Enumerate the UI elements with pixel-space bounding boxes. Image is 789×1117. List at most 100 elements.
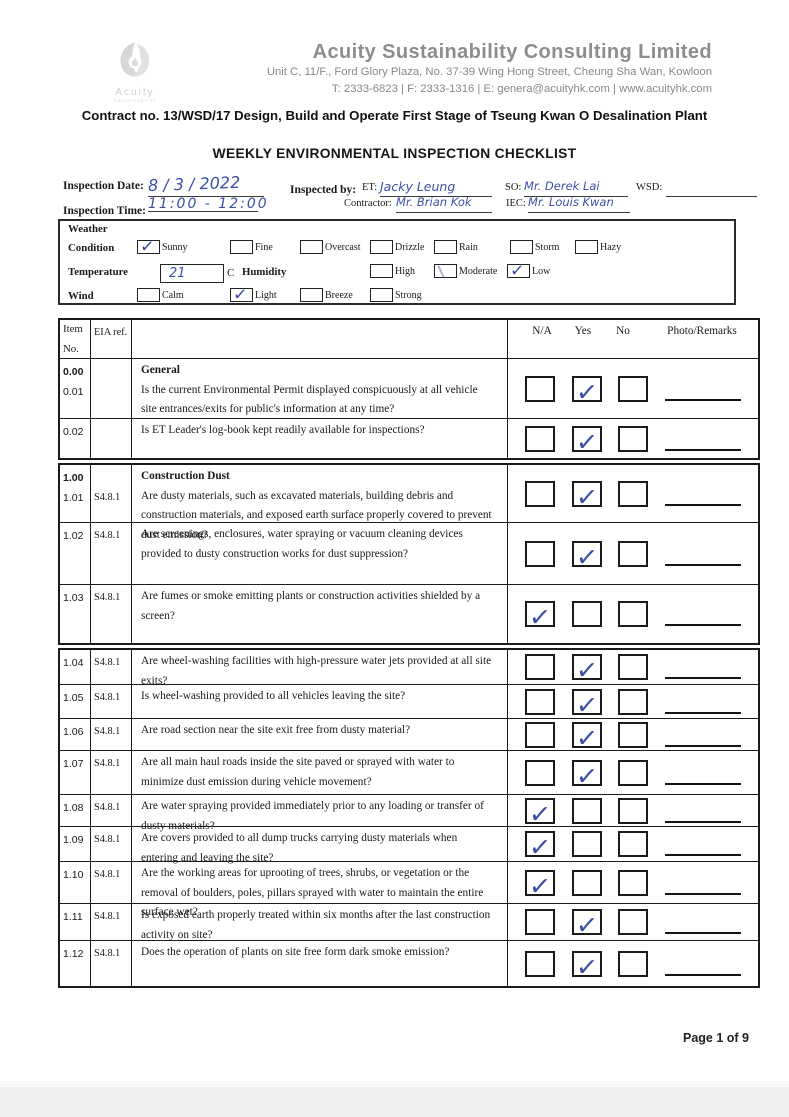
item-number: 1.07 <box>63 758 84 770</box>
checkbox-na-1.12[interactable] <box>525 950 555 977</box>
checkbox-no-1.11[interactable] <box>618 909 648 935</box>
checklist-row-1.09: 1.09 S4.8.1 Are covers provided to all dum… <box>60 826 758 864</box>
question-text: Are covers provided to all dump trucks c… <box>141 832 458 864</box>
checkbox-yes-1.09[interactable] <box>572 831 602 857</box>
eia-ref-cell: S4.8.1 <box>91 795 132 826</box>
checkbox-yes-1.05[interactable]: ✓ <box>572 688 602 721</box>
checkbox-na-1.07[interactable] <box>525 759 555 786</box>
checkbox-yes-1.03[interactable] <box>572 601 602 627</box>
remarks-line <box>665 744 741 747</box>
checkbox-na-1.08[interactable]: ✓ <box>525 797 555 830</box>
humidity-checkbox-low[interactable]: ✓ <box>507 261 530 281</box>
condition-checkbox-fine[interactable] <box>230 240 253 254</box>
condition-checkbox-hazy[interactable] <box>575 240 598 254</box>
checkbox-na-0.02[interactable] <box>525 425 555 452</box>
question-text: Are wheel-washing facilities with high-p… <box>141 655 492 687</box>
checklist-row-1.06: 1.06 S4.8.1 Are road section near the site… <box>60 718 758 754</box>
checkbox-no-1.03[interactable] <box>618 601 648 627</box>
wind-checkbox-light[interactable]: ✓ <box>230 285 253 305</box>
condition-label: Condition <box>68 242 115 254</box>
wind-checkbox-calm[interactable] <box>137 288 160 302</box>
temperature-input-box[interactable]: 21 <box>160 264 224 283</box>
checkbox-yes-0.02[interactable]: ✓ <box>572 425 602 458</box>
checkbox-yes-1.02[interactable]: ✓ <box>572 540 602 573</box>
checkbox-yes-1.07[interactable]: ✓ <box>572 759 602 792</box>
question-text: Is ET Leader's log-book kept readily ava… <box>141 424 425 436</box>
question-text: Are road section near the site exit free… <box>141 724 411 736</box>
wind-checkbox-breeze[interactable] <box>300 288 323 302</box>
faint-mark <box>437 265 445 278</box>
logo-wordmark: Acuity <box>115 87 155 98</box>
checklist-table-block-1: Item No. EIA ref. N/A Yes No Photo/Remar… <box>58 318 760 460</box>
condition-checkbox-drizzle[interactable] <box>370 240 393 254</box>
checkbox-na-0.01[interactable] <box>525 375 555 402</box>
eia-ref-cell <box>91 359 132 418</box>
check-mark: ✓ <box>574 760 600 793</box>
condition-checkbox-overcast[interactable] <box>300 240 323 254</box>
checkbox-yes-1.11[interactable]: ✓ <box>572 909 602 942</box>
check-mark: ✓ <box>574 910 600 942</box>
condition-checkbox-sunny[interactable]: ✓ <box>137 237 160 257</box>
checkbox-no-0.01[interactable] <box>618 375 648 402</box>
header-question <box>132 320 508 358</box>
checkbox-no-1.05[interactable] <box>618 688 648 715</box>
checklist-table-block-3: 1.04 S4.8.1 Are wheel-washing facilities w… <box>58 648 760 988</box>
humidity-checkbox-moderate[interactable] <box>434 264 457 278</box>
leaf-logo-icon <box>120 42 150 77</box>
humidity-checkbox-high[interactable] <box>370 264 393 278</box>
item-number: 1.03 <box>63 592 84 604</box>
checkbox-na-1.09[interactable]: ✓ <box>525 831 555 864</box>
inspection-time-value: 11:00 - 12:00 <box>148 196 269 212</box>
section-number: 0.00 <box>63 366 84 378</box>
checkbox-yes-1.06[interactable]: ✓ <box>572 721 602 754</box>
checkbox-no-1.06[interactable] <box>618 721 648 748</box>
checkbox-no-1.01[interactable] <box>618 480 648 507</box>
condition-checkbox-storm[interactable] <box>510 240 533 254</box>
checkbox-yes-0.01[interactable]: ✓ <box>572 375 602 408</box>
checkbox-na-1.03[interactable]: ✓ <box>525 601 555 634</box>
checkbox-yes-1.08[interactable] <box>572 797 602 824</box>
check-mark: ✓ <box>574 722 600 755</box>
checkbox-na-1.10[interactable]: ✓ <box>525 869 555 902</box>
item-no-cell: 0.02 <box>60 419 91 458</box>
checkbox-yes-1.12[interactable]: ✓ <box>572 950 602 983</box>
checklist-row-0.02: 0.02 Is ET Leader's log-book kept readily… <box>60 418 758 458</box>
checkbox-no-1.12[interactable] <box>618 950 648 977</box>
inspected-by-label: Inspected by: <box>290 184 357 196</box>
checkbox-no-1.09[interactable] <box>618 831 648 857</box>
checkbox-no-0.02[interactable] <box>618 425 648 452</box>
section-number: 1.00 <box>63 472 84 484</box>
checkbox-na-1.04[interactable] <box>525 654 555 680</box>
checkbox-no-1.08[interactable] <box>618 797 648 824</box>
wind-checkbox-strong[interactable] <box>370 288 393 302</box>
checkbox-na-1.11[interactable] <box>525 909 555 935</box>
humidity-label: Humidity <box>242 266 287 278</box>
question-text: Are screenings, enclosures, water sprayi… <box>141 528 463 560</box>
wind-option-label: Calm <box>162 290 184 301</box>
question-cell: Construction Dust Are dusty materials, su… <box>132 465 508 541</box>
checklist-row-1.03: 1.03 S4.8.1 Are fumes or smoke emitting pl… <box>60 584 758 643</box>
checkbox-yes-1.04[interactable]: ✓ <box>572 654 602 687</box>
checkbox-no-1.02[interactable] <box>618 540 648 567</box>
checkbox-yes-1.01[interactable]: ✓ <box>572 480 602 513</box>
condition-checkbox-rain[interactable] <box>434 240 457 254</box>
item-no-cell: 1.09 <box>60 827 91 861</box>
check-mark: ✓ <box>574 951 600 984</box>
checkbox-no-1.07[interactable] <box>618 759 648 786</box>
eia-ref-cell: S4.8.1 <box>91 585 132 643</box>
checkbox-na-1.05[interactable] <box>525 688 555 715</box>
so-line: Mr. Derek Lai <box>524 179 628 197</box>
iec-value: Mr. Louis Kwan <box>528 195 614 209</box>
checkbox-na-1.02[interactable] <box>525 540 555 567</box>
answers-cell: ✓ <box>508 719 758 754</box>
checkbox-no-1.04[interactable] <box>618 654 648 680</box>
item-no-cell: 0.00 0.01 <box>60 359 91 418</box>
checkbox-yes-1.10[interactable] <box>572 869 602 896</box>
question-cell: Are the working areas for uprooting of t… <box>132 862 508 918</box>
checkbox-na-1.06[interactable] <box>525 721 555 748</box>
remarks-line <box>665 503 741 506</box>
checkbox-no-1.10[interactable] <box>618 869 648 896</box>
remarks-line <box>665 854 741 856</box>
checkbox-na-1.01[interactable] <box>525 480 555 507</box>
question-text: Are water spraying provided immediately … <box>141 800 484 832</box>
